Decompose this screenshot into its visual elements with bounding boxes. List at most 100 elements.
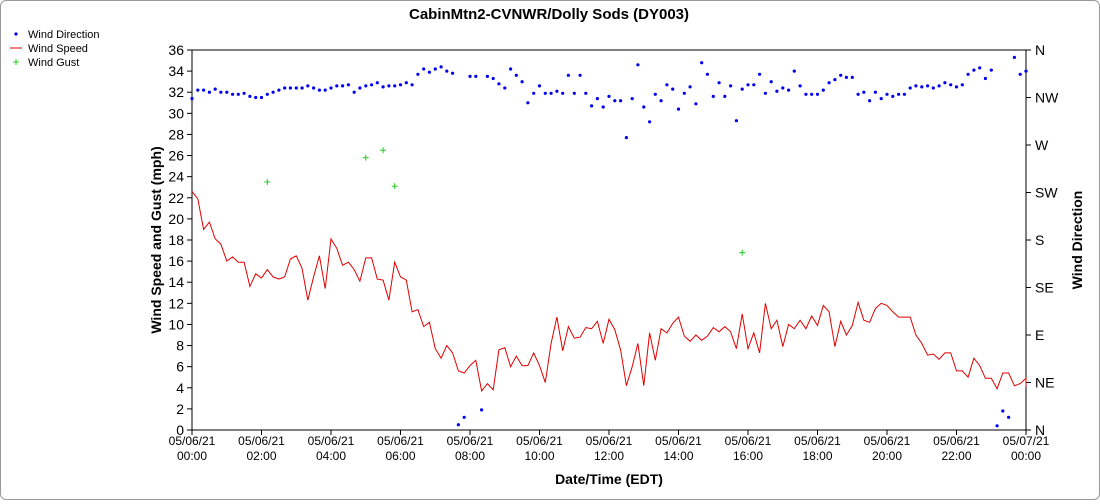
wind-direction-point [387, 84, 391, 88]
y2-tick-label: SE [1035, 280, 1054, 296]
wind-direction-point [480, 408, 484, 412]
legend-label-gust: Wind Gust [28, 57, 79, 69]
x-tick-time: 18:00 [802, 449, 832, 463]
legend-label-direction: Wind Direction [28, 29, 100, 41]
y-tick-label: 10 [168, 316, 184, 332]
x-tick-time: 10:00 [524, 449, 554, 463]
wind-direction-point [248, 94, 252, 98]
wind-direction-point [543, 91, 547, 95]
wind-direction-point [850, 75, 854, 79]
wind-direction-point [885, 92, 889, 96]
y-tick-label: 8 [176, 338, 184, 354]
y-tick-label: 30 [168, 105, 184, 121]
wind-direction-point [926, 84, 930, 88]
wind-direction-point [636, 63, 640, 67]
wind-direction-point [792, 69, 796, 73]
wind-direction-point [520, 80, 524, 84]
wind-direction-point [1018, 72, 1022, 76]
y-tick-label: 24 [168, 169, 184, 185]
wind-direction-point [294, 86, 298, 90]
wind-direction-point [312, 86, 316, 90]
wind-direction-point [931, 86, 935, 90]
wind-direction-point [711, 94, 715, 98]
x-tick-time: 00:00 [1011, 449, 1041, 463]
wind-direction-point [393, 84, 397, 88]
wind-direction-point [358, 86, 362, 90]
y-tick-label: 32 [168, 84, 184, 100]
x-tick-time: 14:00 [663, 449, 693, 463]
wind-direction-point [966, 72, 970, 76]
plot-area [191, 49, 1027, 431]
y2-tick-label: N [1035, 42, 1045, 58]
wind-direction-point [787, 88, 791, 92]
wind-direction-point [219, 90, 223, 94]
wind-direction-point [891, 94, 895, 98]
wind-direction-point [468, 74, 472, 78]
x-tick-date: 05/06/21 [933, 434, 980, 448]
wind-direction-point [549, 91, 553, 95]
y2-axis-title: Wind Direction [1069, 191, 1085, 290]
wind-direction-point [908, 86, 912, 90]
x-tick-time: 16:00 [733, 449, 763, 463]
wind-direction-point [456, 423, 460, 427]
wind-direction-point [462, 415, 466, 419]
wind-direction-point [271, 90, 275, 94]
wind-direction-point [810, 92, 814, 96]
wind-direction-point [804, 92, 808, 96]
x-tick-time: 20:00 [872, 449, 902, 463]
y2-tick-label: W [1035, 137, 1049, 153]
x-tick-date: 05/06/21 [725, 434, 772, 448]
wind-speed-line [191, 191, 1027, 393]
wind-direction-point [676, 107, 681, 111]
wind-direction-point [839, 73, 843, 77]
wind-direction-point [526, 101, 530, 105]
wind-direction-point [1012, 55, 1017, 60]
wind-direction-point [671, 87, 675, 91]
wind-direction-point [236, 92, 240, 96]
wind-direction-point [659, 99, 663, 103]
x-tick-date: 05/06/21 [655, 434, 702, 448]
wind-direction-point [630, 97, 634, 101]
wind-direction-point [352, 90, 356, 94]
wind-direction-point [537, 84, 542, 88]
wind-direction-point [288, 86, 292, 90]
wind-direction-point [503, 86, 507, 90]
wind-direction-point [283, 86, 287, 90]
wind-direction-point [902, 92, 907, 96]
wind-direction-point [1024, 69, 1028, 73]
wind-direction-point [705, 72, 710, 76]
wind-direction-point [688, 85, 692, 89]
y2-tick-label: S [1035, 232, 1044, 248]
x-tick-date: 05/06/21 [169, 434, 216, 448]
wind-direction-point [207, 90, 211, 94]
wind-direction-point [752, 83, 756, 87]
wind-direction-point [827, 81, 831, 85]
wind-direction-point [844, 75, 849, 79]
wind-direction-point [439, 65, 443, 69]
wind-direction-point [746, 83, 750, 87]
wind-direction-point [954, 85, 959, 89]
wind-direction-point [375, 81, 379, 85]
x-axis-title: Date/Time (EDT) [555, 471, 663, 487]
wind-direction-point [763, 91, 768, 95]
wind-direction-point [433, 67, 437, 71]
wind-direction-point [231, 92, 235, 96]
wind-gust-point [739, 249, 746, 256]
y-tick-label: 28 [168, 126, 184, 142]
y-tick-label: 34 [168, 63, 184, 79]
wind-direction-point [451, 71, 455, 75]
wind-direction-point [978, 66, 982, 70]
wind-direction-point [474, 74, 478, 78]
x-tick-date: 05/06/21 [586, 434, 633, 448]
x-tick-time: 12:00 [594, 449, 624, 463]
y2-axis-ticks: N NE E SE S SW W NW N [1026, 42, 1059, 438]
wind-direction-point [856, 92, 860, 96]
wind-direction-point [213, 87, 217, 91]
wind-direction-point [202, 88, 206, 92]
wind-direction-point [595, 97, 600, 101]
wind-direction-point [972, 68, 976, 72]
wind-direction-point [613, 99, 617, 103]
wind-direction-point [590, 104, 594, 108]
